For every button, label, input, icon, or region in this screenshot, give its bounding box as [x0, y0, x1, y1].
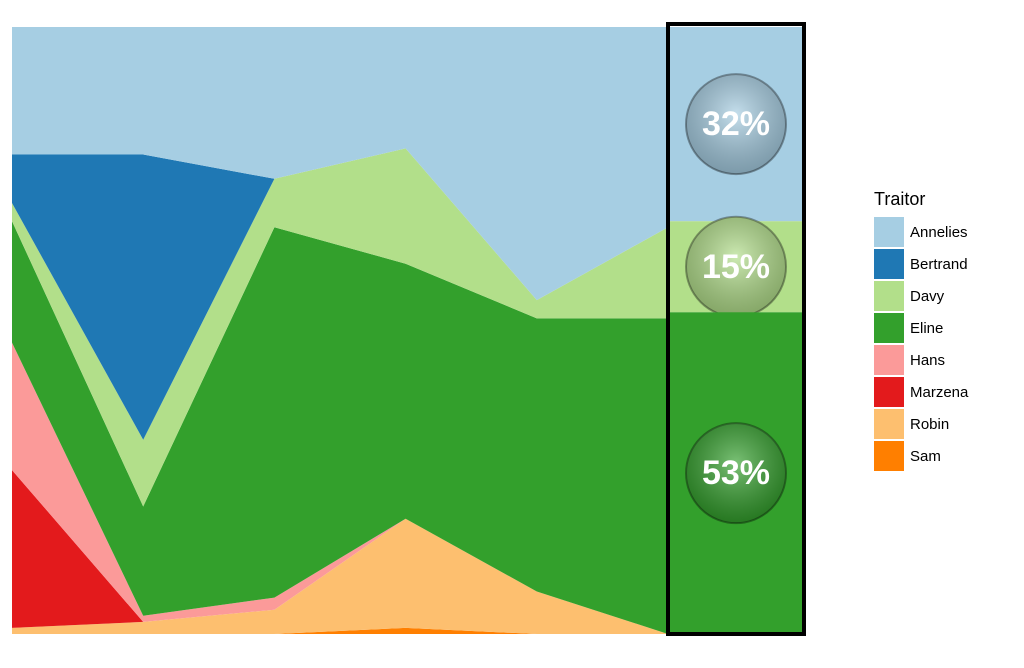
- area-robin: [12, 518, 668, 634]
- legend-swatch: [874, 281, 904, 311]
- legend-label: Bertrand: [910, 255, 968, 273]
- legend-label: Eline: [910, 319, 944, 337]
- legend-label: Hans: [910, 351, 946, 369]
- legend: Traitor Annelies Bertrand Davy Eline Hans Mar…: [874, 189, 968, 472]
- prediction-label-eline: 53%: [702, 454, 770, 492]
- legend-swatch: [874, 313, 904, 343]
- legend-label: Marzena: [910, 383, 969, 401]
- legend-item-annelies: Annelies: [874, 216, 968, 248]
- area-eline: [12, 221, 668, 634]
- prediction-label-annelies: 32%: [702, 105, 770, 143]
- legend-item-davy: Davy: [874, 280, 968, 312]
- legend-swatch: [874, 409, 904, 439]
- legend-swatch: [874, 249, 904, 279]
- legend-label: Sam: [910, 447, 941, 465]
- legend-item-eline: Eline: [874, 312, 968, 344]
- legend-swatch: [874, 217, 904, 247]
- legend-item-sam: Sam: [874, 440, 968, 472]
- avatar-shade-eline: [686, 423, 786, 524]
- legend-label: Robin: [910, 415, 950, 433]
- legend-item-marzena: Marzena: [874, 376, 968, 408]
- avatar-shade-annelies: [686, 74, 786, 175]
- legend-swatch: [874, 441, 904, 471]
- legend-item-bertrand: Bertrand: [874, 248, 968, 280]
- legend-item-robin: Robin: [874, 408, 968, 440]
- legend-label: Annelies: [910, 223, 968, 241]
- prediction-label-davy: 15%: [702, 248, 770, 286]
- legend-item-hans: Hans: [874, 344, 968, 376]
- legend-label: Davy: [910, 287, 945, 305]
- avatar-shade-davy: [686, 216, 786, 317]
- legend-title: Traitor: [874, 189, 926, 209]
- area-bertrand: [12, 148, 668, 440]
- area-davy: [12, 148, 668, 507]
- area-marzena: [12, 470, 668, 634]
- legend-swatch: [874, 377, 904, 407]
- legend-swatch: [874, 345, 904, 375]
- area-annelies: [12, 27, 668, 301]
- prediction-frame: [666, 22, 806, 636]
